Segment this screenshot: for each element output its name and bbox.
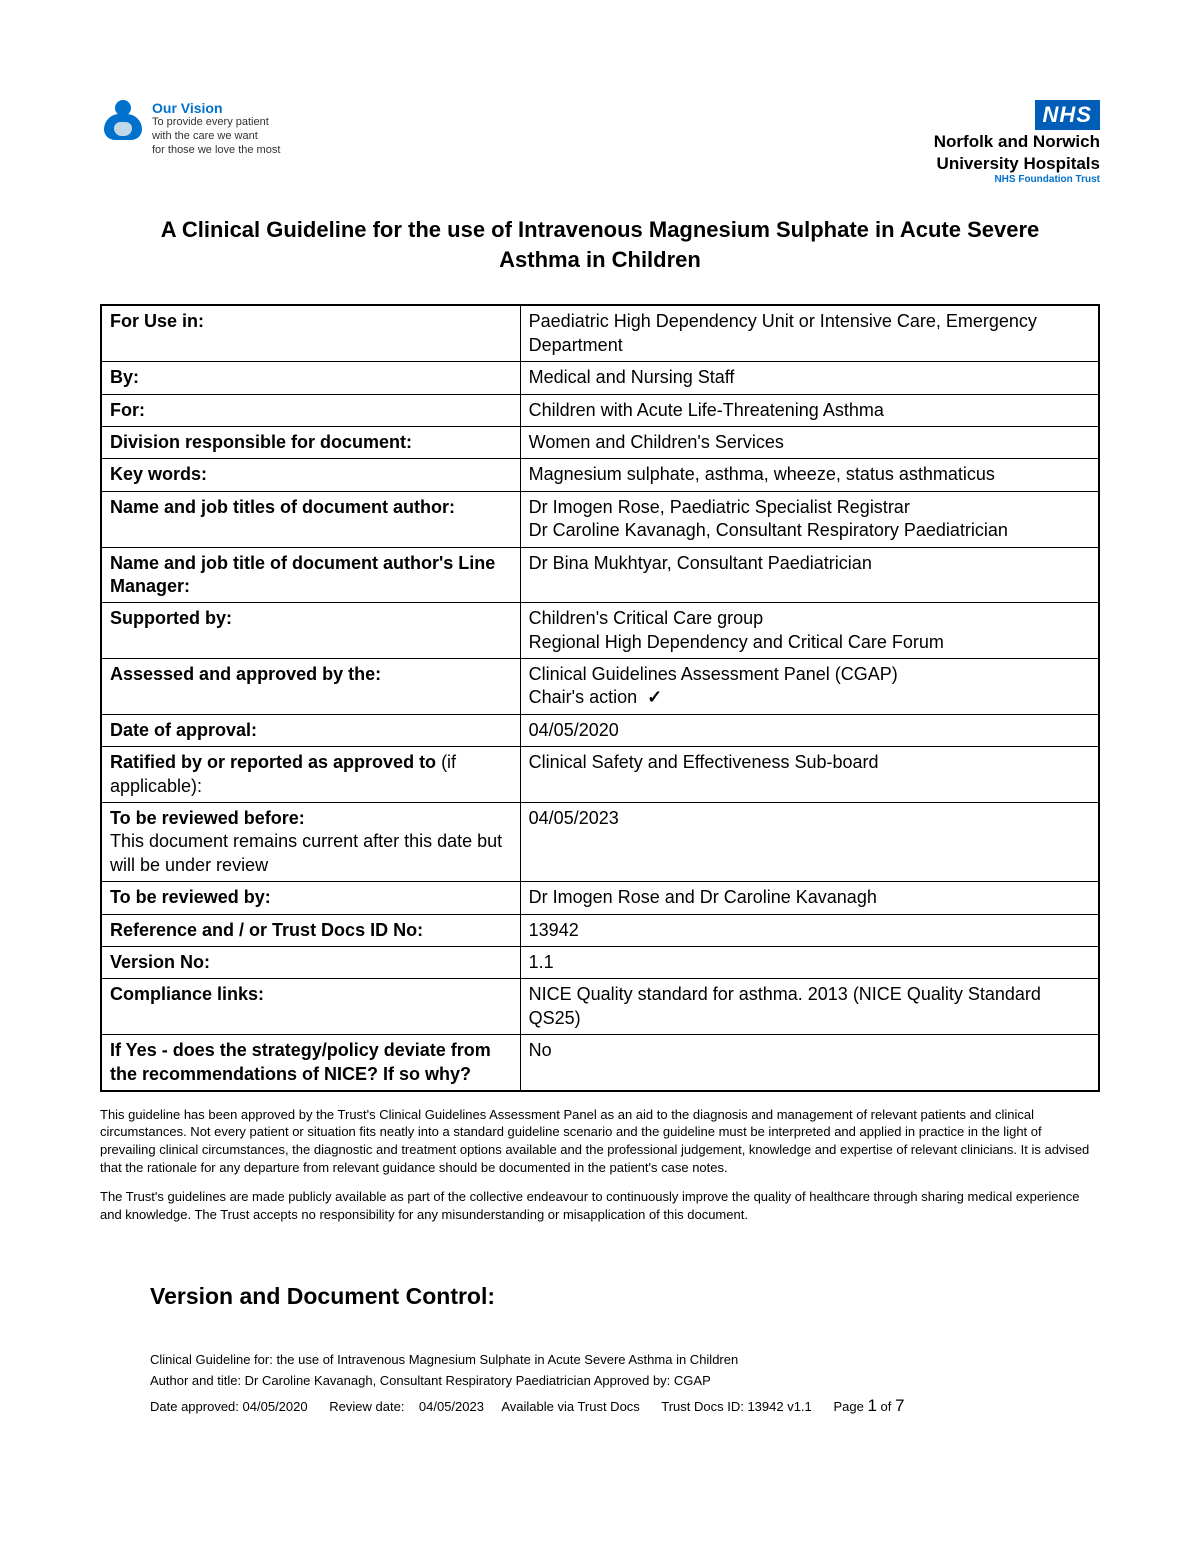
disclaimer: This guideline has been approved by the … [100,1106,1100,1223]
footer-line: Clinical Guideline for: the use of Intra… [150,1350,1100,1371]
cell-value: Dr Imogen Rose and Dr Caroline Kavanagh [520,882,1099,914]
cell-value: Dr Bina Mukhtyar, Consultant Paediatrici… [520,547,1099,603]
cell-value: Paediatric High Dependency Unit or Inten… [520,305,1099,361]
check-icon: ✓ [647,687,662,707]
table-row: Ratified by or reported as approved to (… [101,747,1099,803]
table-row: Date of approval: 04/05/2020 [101,714,1099,746]
cell-label: Assessed and approved by the: [101,659,520,715]
cell-label: Supported by: [101,603,520,659]
cell-label: To be reviewed by: [101,882,520,914]
footer-value: 04/05/2020 [243,1399,308,1414]
document-title: A Clinical Guideline for the use of Intr… [160,215,1040,274]
nhs-logo-icon: NHS [1035,100,1100,130]
nhs-block: NHS Norfolk and Norwich University Hospi… [934,100,1100,185]
cell-label: By: [101,362,520,394]
table-row: Name and job titles of document author: … [101,491,1099,547]
document-page: Our Vision To provide every patient with… [0,0,1200,1459]
footer-label: Date approved: [150,1399,239,1414]
cell-value: Children with Acute Life-Threatening Ast… [520,394,1099,426]
footer-value: 04/05/2023 [419,1399,484,1414]
heart-person-icon [100,100,146,146]
vision-block: Our Vision To provide every patient with… [100,100,280,157]
cell-value: Medical and Nursing Staff [520,362,1099,394]
vision-line: with the care we want [152,130,280,144]
cell-label: Name and job titles of document author: [101,491,520,547]
cell-label: Version No: [101,946,520,978]
table-row: Compliance links: NICE Quality standard … [101,979,1099,1035]
section-heading: Version and Document Control: [150,1283,1100,1310]
label-bold: Ratified by or reported as approved to [110,752,436,772]
cell-value: 13942 [520,914,1099,946]
cell-label: Reference and / or Trust Docs ID No: [101,914,520,946]
footer: Clinical Guideline for: the use of Intra… [150,1350,1100,1419]
cell-value: 1.1 [520,946,1099,978]
metadata-table: For Use in: Paediatric High Dependency U… [100,304,1100,1092]
page-total: 7 [895,1396,904,1415]
footer-line: Author and title: Dr Caroline Kavanagh, … [150,1371,1100,1392]
cell-value: 04/05/2020 [520,714,1099,746]
cell-label: Date of approval: [101,714,520,746]
footer-value: Available via Trust Docs [501,1399,640,1414]
table-row: For: Children with Acute Life-Threatenin… [101,394,1099,426]
cell-label: If Yes - does the strategy/policy deviat… [101,1035,520,1091]
cell-value: Dr Imogen Rose, Paediatric Specialist Re… [520,491,1099,547]
footer-value: Trust Docs ID: 13942 v1.1 [661,1399,812,1414]
cell-label: Ratified by or reported as approved to (… [101,747,520,803]
assessed-line1: Clinical Guidelines Assessment Panel (CG… [529,664,898,684]
cell-label: Key words: [101,459,520,491]
table-row: For Use in: Paediatric High Dependency U… [101,305,1099,361]
table-row: Version No: 1.1 [101,946,1099,978]
table-row: Name and job title of document author's … [101,547,1099,603]
page-current: 1 [867,1396,876,1415]
table-row: Reference and / or Trust Docs ID No: 139… [101,914,1099,946]
cell-label: Name and job title of document author's … [101,547,520,603]
cell-value: Clinical Guidelines Assessment Panel (CG… [520,659,1099,715]
label-bold: To be reviewed before: [110,808,305,828]
footer-label: Review date: [329,1399,404,1414]
footer-label: of [881,1399,892,1414]
cell-label: Compliance links: [101,979,520,1035]
disclaimer-paragraph: The Trust's guidelines are made publicly… [100,1188,1100,1223]
table-row: To be reviewed before: This document rem… [101,803,1099,882]
cell-label: For: [101,394,520,426]
header: Our Vision To provide every patient with… [100,100,1100,185]
label-plain: This document remains current after this… [110,831,502,874]
cell-value: Clinical Safety and Effectiveness Sub-bo… [520,747,1099,803]
vision-line: for those we love the most [152,144,280,158]
footer-line: Date approved: 04/05/2020 Review date: 0… [150,1392,1100,1419]
cell-label: For Use in: [101,305,520,361]
table-row: If Yes - does the strategy/policy deviat… [101,1035,1099,1091]
vision-title: Our Vision [152,100,280,116]
table-row: To be reviewed by: Dr Imogen Rose and Dr… [101,882,1099,914]
nhs-trust-line: NHS Foundation Trust [934,174,1100,185]
cell-label: Division responsible for document: [101,426,520,458]
nhs-org-line: Norfolk and Norwich [934,132,1100,152]
cell-label: To be reviewed before: This document rem… [101,803,520,882]
cell-value: 04/05/2023 [520,803,1099,882]
table-row: Supported by: Children's Critical Care g… [101,603,1099,659]
vision-text: Our Vision To provide every patient with… [152,100,280,157]
table-row: Assessed and approved by the: Clinical G… [101,659,1099,715]
footer-label: Page [833,1399,863,1414]
assessed-line2: Chair's action [529,687,637,707]
disclaimer-paragraph: This guideline has been approved by the … [100,1106,1100,1176]
cell-value: No [520,1035,1099,1091]
table-row: By: Medical and Nursing Staff [101,362,1099,394]
cell-value: Magnesium sulphate, asthma, wheeze, stat… [520,459,1099,491]
cell-value: NICE Quality standard for asthma. 2013 (… [520,979,1099,1035]
table-row: Key words: Magnesium sulphate, asthma, w… [101,459,1099,491]
table-row: Division responsible for document: Women… [101,426,1099,458]
cell-value: Women and Children's Services [520,426,1099,458]
vision-line: To provide every patient [152,116,280,130]
cell-value: Children's Critical Care group Regional … [520,603,1099,659]
nhs-org-line: University Hospitals [934,154,1100,174]
